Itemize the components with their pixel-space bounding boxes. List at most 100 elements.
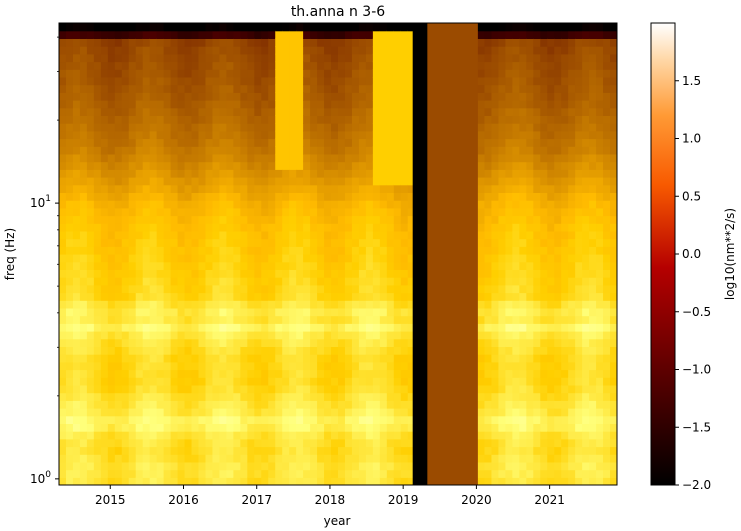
heatmap-cell <box>603 323 611 332</box>
heatmap-cell <box>289 169 297 178</box>
heatmap-cell <box>338 384 346 394</box>
heatmap-cell <box>247 76 255 86</box>
heatmap-cell <box>351 354 360 363</box>
heatmap-cell <box>212 277 221 286</box>
heatmap-cell <box>365 300 374 309</box>
heatmap-cell <box>379 254 388 263</box>
heatmap-cell <box>386 146 395 155</box>
heatmap-cell <box>400 377 409 386</box>
heatmap-cell <box>128 30 137 39</box>
heatmap-cell <box>365 192 374 201</box>
heatmap-cell <box>547 338 555 347</box>
heatmap-cell <box>568 446 576 455</box>
heatmap-cell <box>568 423 576 432</box>
heatmap-cell <box>400 415 409 424</box>
heatmap-cell <box>547 223 555 232</box>
heatmap-cell <box>226 107 234 116</box>
heatmap-cell <box>575 354 583 363</box>
heatmap-cell <box>240 292 248 301</box>
heatmap-cell <box>59 46 67 55</box>
heatmap-cell <box>505 423 513 432</box>
heatmap-cell <box>198 261 207 270</box>
heatmap-cell <box>386 246 395 255</box>
heatmap-cell <box>72 223 81 232</box>
heatmap-cell <box>498 161 507 170</box>
heatmap-cell <box>526 292 534 301</box>
heatmap-cell <box>477 246 486 255</box>
heatmap-cell <box>561 438 569 448</box>
heatmap-cell <box>582 377 590 386</box>
heatmap-cell <box>170 423 179 432</box>
heatmap-cell <box>135 138 144 147</box>
heatmap-cell <box>100 61 109 70</box>
heatmap-cell <box>121 115 130 124</box>
heatmap-cell <box>331 438 339 448</box>
heatmap-cell <box>156 46 165 55</box>
heatmap-cell <box>212 338 221 347</box>
heatmap-cell <box>338 192 346 201</box>
heatmap-cell <box>72 123 81 132</box>
heatmap-cell <box>561 100 569 109</box>
heatmap-cell <box>491 408 500 417</box>
heatmap-cell <box>338 200 346 209</box>
heatmap-cell <box>540 454 548 463</box>
heatmap-cell <box>233 100 241 109</box>
heatmap-cell <box>582 361 590 371</box>
heatmap-cell <box>219 377 227 386</box>
heatmap-cell <box>519 138 527 147</box>
heatmap-cell <box>240 277 248 286</box>
heatmap-cell <box>289 61 297 70</box>
heatmap-cell <box>561 277 569 286</box>
heatmap-cell <box>519 146 527 155</box>
heatmap-cell <box>268 123 276 132</box>
heatmap-cell <box>365 238 374 247</box>
heatmap-cell <box>107 400 116 409</box>
heatmap-cell <box>296 292 304 301</box>
heatmap-cell <box>128 177 137 186</box>
heatmap-cell <box>86 84 95 93</box>
heatmap-cell <box>379 377 388 386</box>
heatmap-cell <box>156 184 165 193</box>
heatmap-cell <box>79 446 88 455</box>
heatmap-cell <box>610 69 617 78</box>
heatmap-cell <box>212 446 221 455</box>
heatmap-cell <box>184 477 193 485</box>
heatmap-cell <box>582 230 590 240</box>
heatmap-cell <box>484 307 493 317</box>
heatmap-cell <box>491 269 500 278</box>
heatmap-cell <box>191 92 200 101</box>
heatmap-cell <box>296 230 304 240</box>
heatmap-cell <box>317 30 325 39</box>
heatmap-cell <box>142 269 151 278</box>
heatmap-cell <box>400 408 409 417</box>
heatmap-cell <box>233 192 241 201</box>
heatmap-cell <box>533 438 541 448</box>
heatmap-cell <box>212 138 221 147</box>
heatmap-cell <box>365 477 374 485</box>
heatmap-cell <box>289 323 297 332</box>
heatmap-cell <box>575 192 583 201</box>
heatmap-cell <box>93 123 102 132</box>
heatmap-cell <box>219 292 227 301</box>
heatmap-cell <box>338 30 346 39</box>
heatmap-cell <box>407 477 416 485</box>
heatmap-cell <box>212 438 221 448</box>
heatmap-cell <box>317 307 325 317</box>
heatmap-cell <box>261 76 269 86</box>
heatmap-cell <box>282 146 290 155</box>
heatmap-cell <box>547 369 555 378</box>
heatmap-cell <box>163 431 172 440</box>
heatmap-cell <box>310 369 318 378</box>
x-tick-label: 2017 <box>241 493 272 507</box>
heatmap-cell <box>65 200 74 209</box>
heatmap-cell <box>275 23 283 32</box>
heatmap-cell <box>393 284 402 294</box>
heatmap-cell <box>170 92 179 101</box>
heatmap-cell <box>582 207 590 217</box>
heatmap-cell <box>393 92 402 101</box>
heatmap-cell <box>582 323 590 332</box>
heatmap-cell <box>561 161 569 170</box>
heatmap-cell <box>86 377 95 386</box>
heatmap-cell <box>540 346 548 355</box>
heatmap-cell <box>372 269 381 278</box>
